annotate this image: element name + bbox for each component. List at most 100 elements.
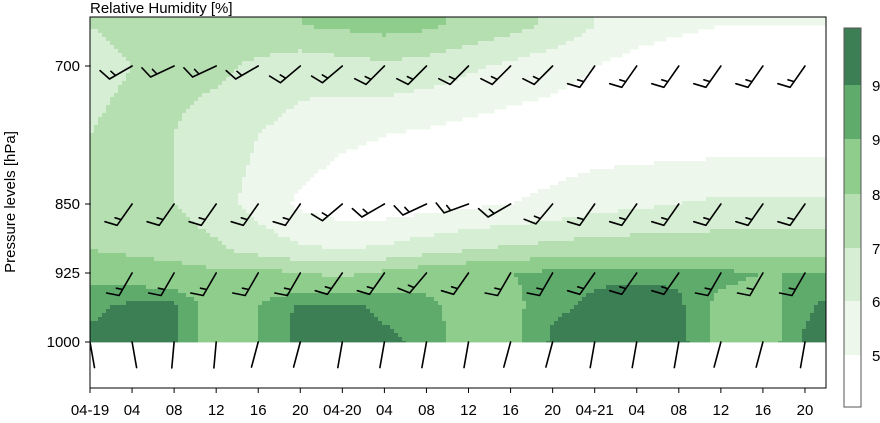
heatmap-cell	[470, 85, 475, 90]
heatmap-cell	[570, 17, 575, 22]
heatmap-cell	[574, 33, 579, 38]
heatmap-cell	[114, 77, 119, 82]
heatmap-cell	[150, 49, 155, 54]
heatmap-cell	[678, 25, 683, 30]
heatmap-cell	[518, 69, 523, 74]
heatmap-cell	[362, 129, 367, 134]
heatmap-cell	[222, 125, 227, 130]
heatmap-cell	[454, 29, 459, 34]
heatmap-cell	[282, 61, 287, 66]
heatmap-cell	[174, 97, 179, 102]
heatmap-cell	[258, 85, 263, 90]
heatmap-cell	[126, 177, 131, 182]
heatmap-cell	[154, 157, 159, 162]
heatmap-cell	[382, 101, 387, 106]
heatmap-cell	[210, 185, 215, 190]
heatmap-cell	[314, 117, 319, 122]
heatmap-cell	[394, 25, 399, 30]
heatmap-cell	[226, 137, 231, 142]
heatmap-cell	[106, 173, 111, 178]
heatmap-cell	[674, 25, 679, 30]
heatmap-cell	[666, 21, 671, 26]
heatmap-cell	[534, 57, 539, 62]
heatmap-cell	[654, 25, 659, 30]
heatmap-cell	[194, 113, 199, 118]
heatmap-cell	[538, 85, 543, 90]
heatmap-cell	[354, 125, 359, 130]
heatmap-cell	[358, 17, 363, 22]
heatmap-cell	[342, 17, 347, 22]
heatmap-cell	[438, 53, 443, 58]
heatmap-cell	[322, 117, 327, 122]
heatmap-cell	[690, 181, 695, 186]
heatmap-cell	[318, 129, 323, 134]
heatmap-cell	[346, 41, 351, 46]
heatmap-cell	[410, 113, 415, 118]
heatmap-cell	[810, 161, 815, 166]
heatmap-cell	[146, 145, 151, 150]
heatmap-cell	[630, 173, 635, 178]
heatmap-cell	[462, 85, 467, 90]
heatmap-cell	[622, 181, 627, 186]
heatmap-cell	[630, 33, 635, 38]
heatmap-cell	[182, 109, 187, 114]
heatmap-cell	[566, 69, 571, 74]
heatmap-cell	[558, 41, 563, 46]
heatmap-cell	[102, 21, 107, 26]
heatmap-cell	[410, 61, 415, 66]
heatmap-cell	[366, 133, 371, 138]
heatmap-cell	[266, 29, 271, 34]
heatmap-cell	[466, 49, 471, 54]
heatmap-cell	[138, 61, 143, 66]
heatmap-cell	[630, 181, 635, 186]
heatmap-cell	[438, 73, 443, 78]
heatmap-cell	[222, 93, 227, 98]
heatmap-cell	[182, 137, 187, 142]
heatmap-cell	[426, 57, 431, 62]
heatmap-cell	[198, 65, 203, 70]
heatmap-cell	[782, 169, 787, 174]
heatmap-cell	[322, 145, 327, 150]
heatmap-cell	[106, 149, 111, 154]
heatmap-cell	[90, 149, 95, 154]
heatmap-cell	[638, 29, 643, 34]
heatmap-cell	[698, 181, 703, 186]
heatmap-cell	[490, 105, 495, 110]
heatmap-cell	[366, 29, 371, 34]
heatmap-cell	[250, 141, 255, 146]
heatmap-cell	[94, 189, 99, 194]
heatmap-cell	[302, 97, 307, 102]
heatmap-cell	[666, 173, 671, 178]
heatmap-cell	[774, 169, 779, 174]
heatmap-cell	[294, 45, 299, 50]
heatmap-cell	[578, 41, 583, 46]
heatmap-cell	[134, 105, 139, 110]
heatmap-cell	[398, 129, 403, 134]
heatmap-cell	[442, 33, 447, 38]
heatmap-cell	[606, 189, 611, 194]
heatmap-cell	[114, 21, 119, 26]
heatmap-cell	[486, 61, 491, 66]
heatmap-cell	[346, 81, 351, 86]
heatmap-cell	[250, 61, 255, 66]
heatmap-cell	[274, 121, 279, 126]
heatmap-cell	[410, 93, 415, 98]
heatmap-cell	[362, 37, 367, 42]
heatmap-cell	[398, 117, 403, 122]
heatmap-cell	[578, 25, 583, 30]
heatmap-cell	[310, 49, 315, 54]
heatmap-cell	[378, 85, 383, 90]
heatmap-cell	[574, 181, 579, 186]
heatmap-cell	[230, 81, 235, 86]
heatmap-cell	[318, 53, 323, 58]
heatmap-cell	[706, 169, 711, 174]
heatmap-cell	[514, 101, 519, 106]
heatmap-cell	[118, 101, 123, 106]
heatmap-cell	[378, 41, 383, 46]
heatmap-cell	[354, 117, 359, 122]
heatmap-cell	[126, 77, 131, 82]
heatmap-cell	[582, 33, 587, 38]
heatmap-cell	[586, 25, 591, 30]
heatmap-cell	[170, 49, 175, 54]
heatmap-cell	[406, 73, 411, 78]
